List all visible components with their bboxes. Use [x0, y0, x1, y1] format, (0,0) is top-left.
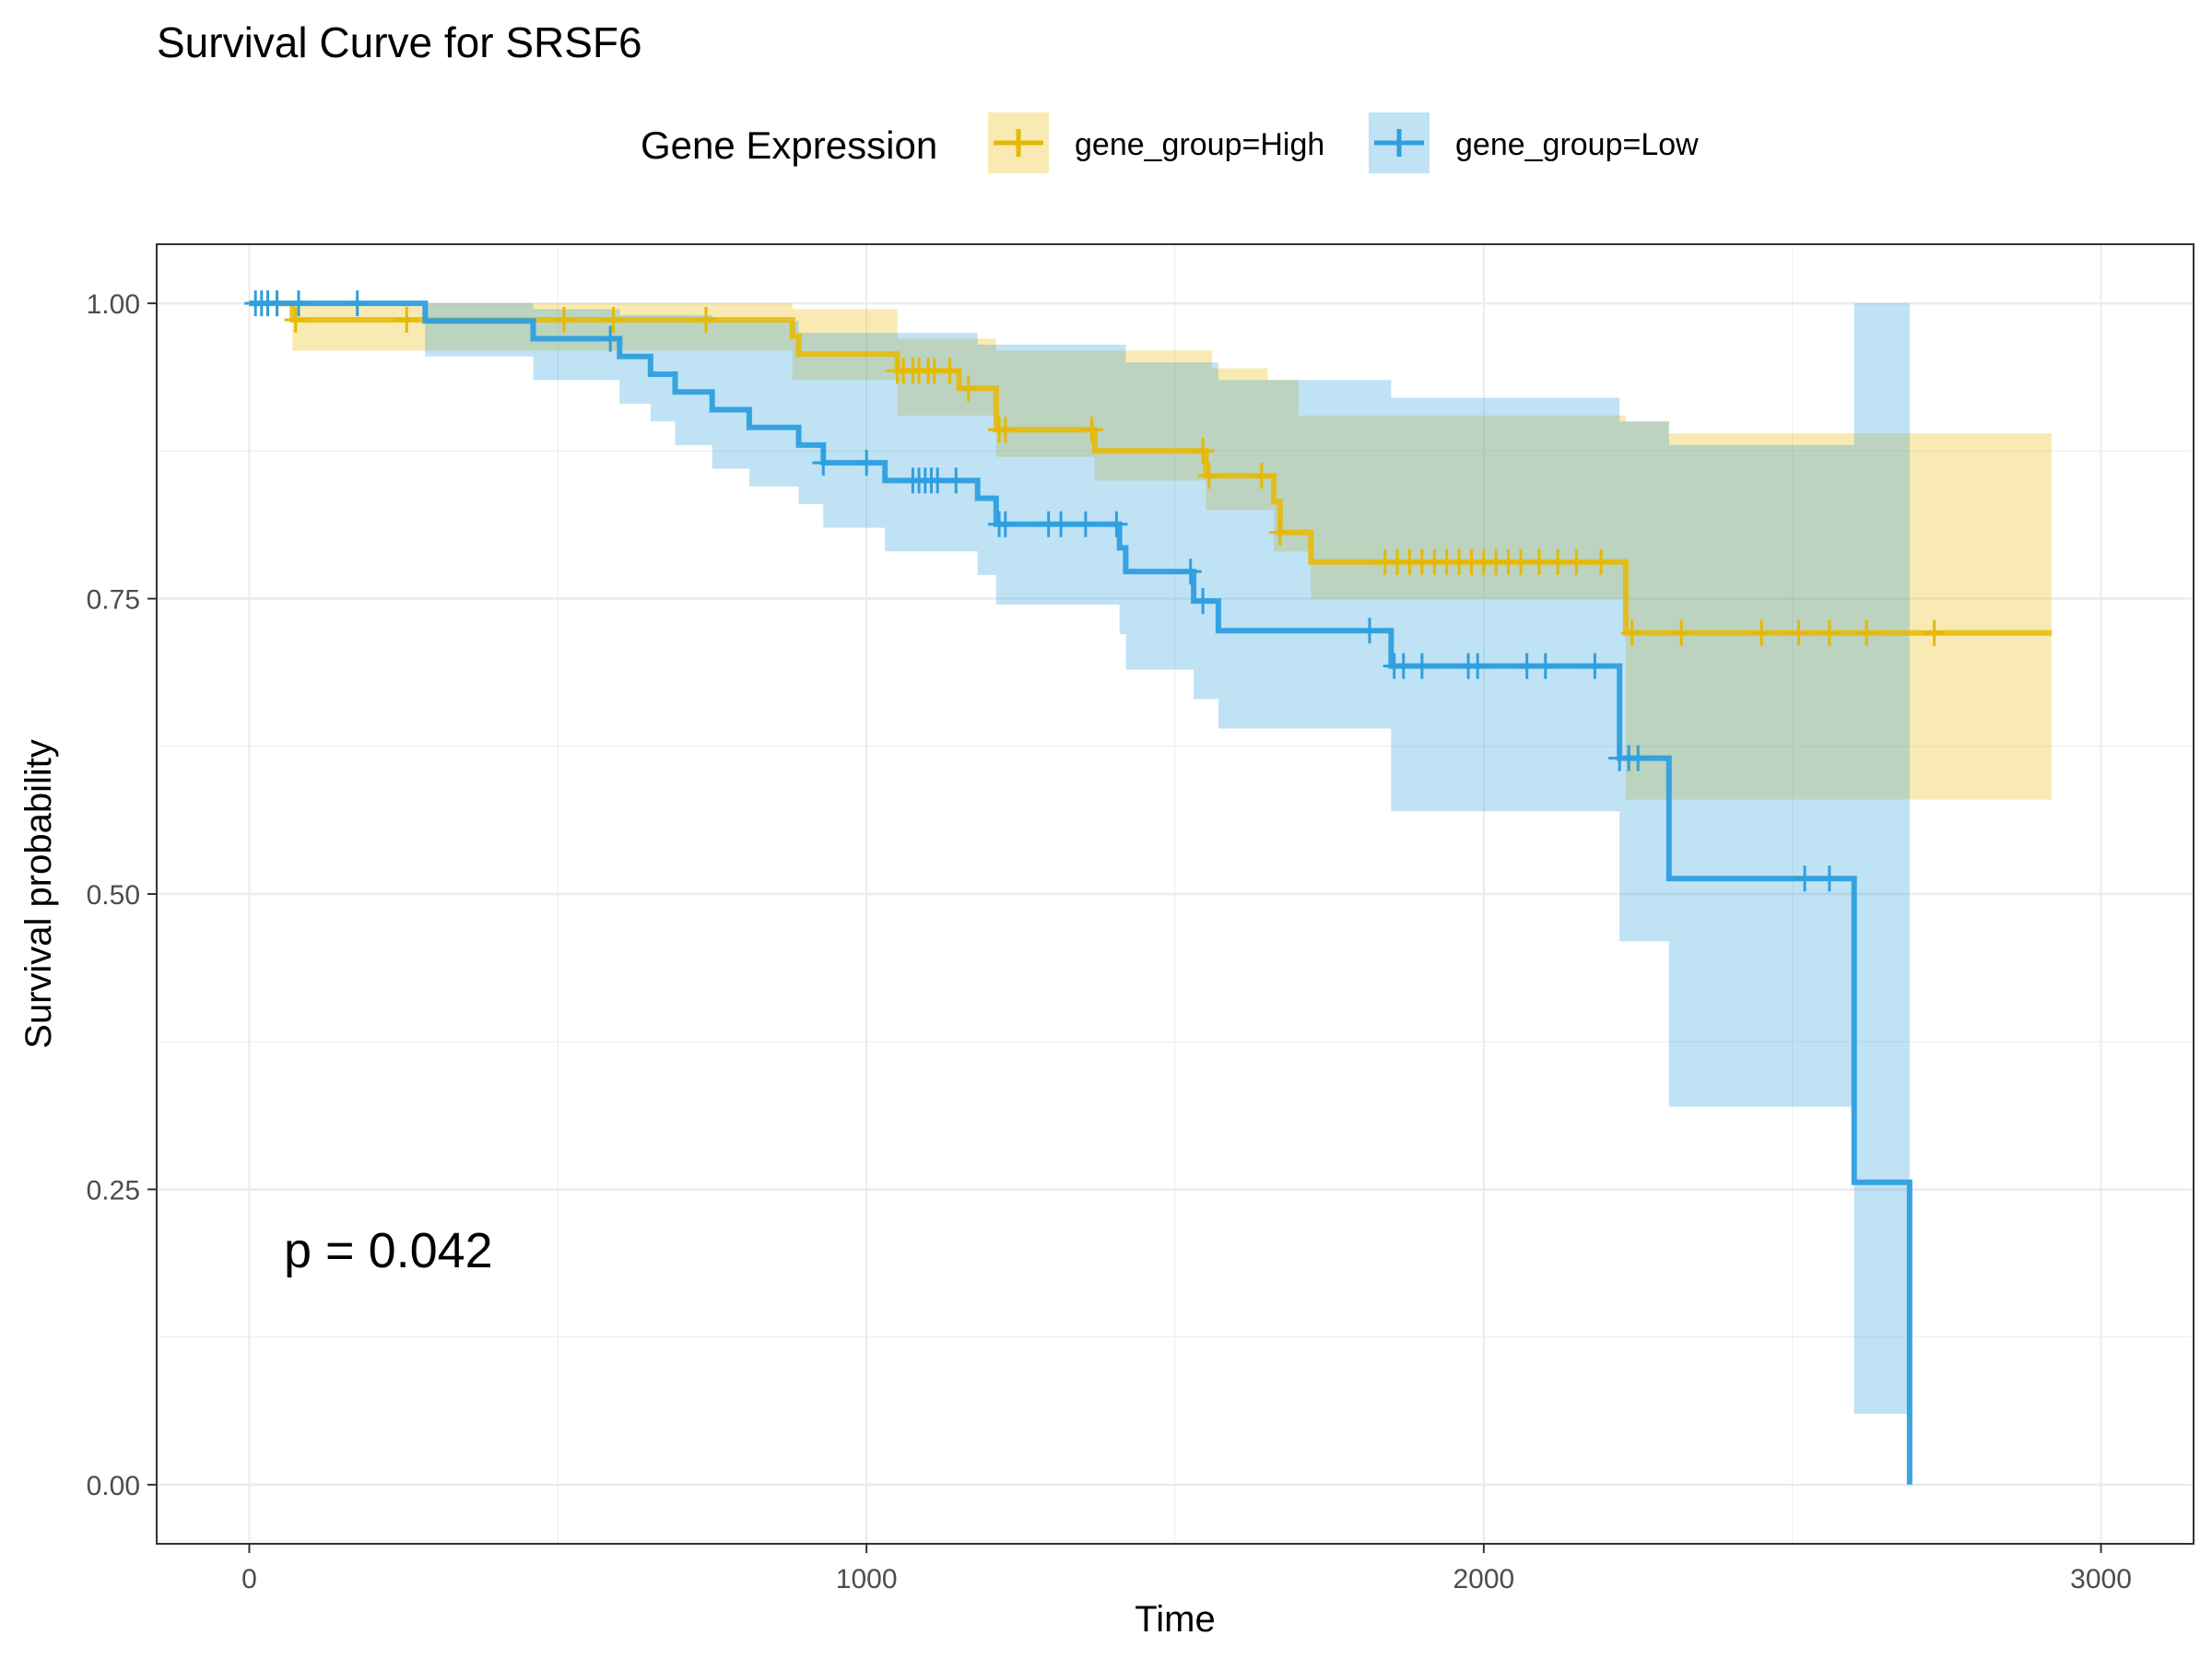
x-tick-label: 1000 — [836, 1564, 898, 1594]
censor-mark — [1750, 619, 1773, 646]
y-tick-label: 0.75 — [87, 585, 140, 616]
legend-label: gene_group=High — [1075, 127, 1324, 162]
censor-mark — [1192, 438, 1215, 465]
censor-mark — [1268, 519, 1291, 546]
legend-title: Gene Expression — [641, 124, 937, 167]
p-value-annotation: p = 0.042 — [284, 1223, 493, 1278]
censor-mark — [1179, 559, 1202, 585]
censor-mark — [1197, 463, 1220, 489]
censor-mark — [1590, 548, 1613, 575]
censor-mark — [265, 290, 288, 317]
censor-mark — [957, 375, 980, 402]
censor-mark — [602, 307, 625, 333]
censor-mark — [1466, 653, 1489, 679]
censor-mark — [812, 450, 835, 477]
chart-title: Survival Curve for SRSF6 — [157, 18, 642, 66]
legend-key-mark — [994, 129, 1043, 157]
censor-mark — [346, 290, 369, 317]
censor-mark — [288, 290, 310, 317]
survival-curves — [249, 300, 2052, 1485]
legend-key-mark — [1374, 129, 1424, 157]
censor-mark — [1923, 619, 1946, 646]
x-tick-label: 2000 — [1453, 1564, 1514, 1594]
censor-mark — [1105, 511, 1128, 537]
y-tick-label: 0.00 — [87, 1471, 140, 1501]
censor-mark — [1787, 619, 1810, 646]
censor-mark — [1583, 653, 1606, 679]
censor-mark — [945, 467, 968, 494]
censor-mark — [1855, 619, 1878, 646]
censor-mark — [994, 417, 1017, 443]
censor-mark — [284, 307, 307, 333]
censor-mark — [1818, 865, 1841, 892]
censor-mark — [855, 450, 878, 477]
y-tick-label: 0.25 — [87, 1175, 140, 1206]
censor-mark — [1080, 417, 1103, 443]
censor-mark — [1359, 618, 1381, 644]
x-tick-label: 0 — [241, 1564, 257, 1594]
censor-mark — [1515, 653, 1538, 679]
censor-mark — [1670, 619, 1693, 646]
censor-mark — [1565, 548, 1588, 575]
censor-mark — [553, 307, 575, 333]
censor-mark — [1794, 865, 1817, 892]
censor-mark — [994, 511, 1017, 537]
censor-mark — [395, 307, 418, 333]
axis-ticks: 0 1000 2000 3000 0.00 0.25 0.50 0.75 1.00 — [87, 289, 2132, 1594]
censor-mark — [1534, 653, 1557, 679]
legend-label: gene_group=Low — [1455, 127, 1699, 162]
censor-marks — [244, 290, 1946, 892]
censor-mark — [1620, 619, 1643, 646]
confidence-band-low — [249, 303, 1910, 1415]
censor-mark — [1074, 511, 1097, 537]
censor-mark — [599, 325, 622, 352]
confidence-band-high — [249, 303, 2052, 800]
legend-item-high: gene_group=High — [988, 112, 1324, 173]
censor-mark — [695, 307, 717, 333]
legend: Gene Expression gene_group=High gene_grou… — [641, 112, 1699, 173]
survival-curve-low — [249, 300, 1912, 1485]
censor-mark — [1528, 548, 1551, 575]
censor-mark — [1050, 511, 1073, 537]
censor-mark — [1627, 745, 1650, 771]
y-tick-label: 1.00 — [87, 289, 140, 320]
grid — [157, 244, 2194, 1544]
censor-mark — [926, 467, 949, 494]
censor-mark — [938, 358, 961, 384]
legend-item-low: gene_group=Low — [1369, 112, 1699, 173]
y-axis-title: Survival probability — [18, 739, 59, 1049]
censor-mark — [1410, 653, 1433, 679]
y-tick-label: 0.50 — [87, 880, 140, 911]
censor-mark — [1818, 619, 1841, 646]
survival-curve-high — [249, 300, 2052, 636]
x-axis-title: Time — [1135, 1599, 1215, 1640]
censor-mark — [1510, 548, 1532, 575]
censor-mark — [1392, 653, 1415, 679]
censor-mark — [1250, 463, 1273, 489]
censor-mark — [1192, 588, 1215, 615]
confidence-bands — [249, 303, 2052, 1415]
x-tick-label: 3000 — [2070, 1564, 2132, 1594]
censor-mark — [1547, 548, 1570, 575]
